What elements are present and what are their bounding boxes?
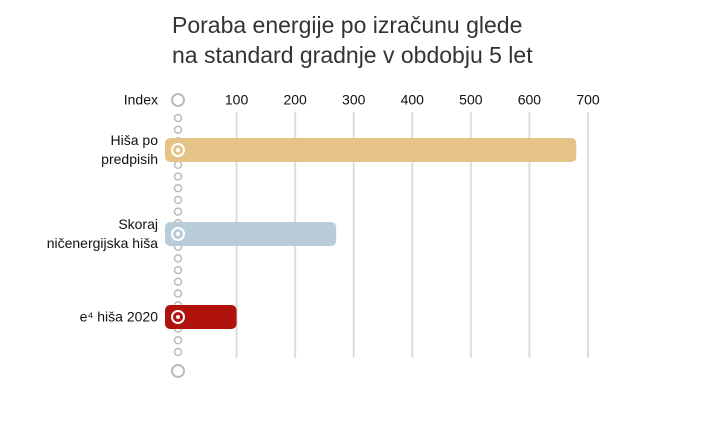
x-tick-label: 200 [283, 92, 307, 108]
axis-dot [173, 207, 183, 216]
bar-marker-dot [176, 315, 180, 319]
x-axis-label: Index [124, 92, 158, 108]
axis-dot [173, 336, 183, 345]
bar [165, 138, 577, 162]
axis-dot [173, 160, 183, 170]
axis-dot [173, 277, 183, 287]
bar-marker-dot [176, 232, 180, 236]
x-tick-label: 400 [401, 92, 425, 108]
bar-marker [171, 143, 185, 157]
axis-dot [173, 172, 183, 181]
category-label: Hiša po predpisih [101, 132, 158, 167]
bar-marker [171, 310, 185, 324]
axis-dot [173, 254, 183, 263]
category-label: Skoraj ničenergijska hiša [46, 216, 158, 251]
category-label: e⁴ hiša 2020 [79, 308, 158, 325]
chart-title: Poraba energije po izračunu glede na sta… [172, 12, 533, 68]
bar [165, 222, 337, 246]
x-tick-label: 500 [459, 92, 483, 108]
bar [165, 305, 237, 329]
x-tick-label: 100 [225, 92, 249, 108]
axis-dot [173, 289, 183, 298]
bar-marker [171, 227, 185, 241]
axis-dot [173, 183, 183, 193]
axis-dot [173, 195, 183, 205]
x-tick-label: 600 [518, 92, 542, 108]
axis-end [171, 93, 185, 107]
axis-dot [173, 125, 183, 134]
axis-end [171, 364, 185, 378]
x-tick-label: 300 [342, 92, 366, 108]
axis-dot [173, 347, 183, 357]
bar-marker-dot [176, 148, 180, 152]
x-tick-label: 700 [576, 92, 600, 108]
axis-dot [173, 265, 183, 275]
axis-dot [173, 113, 183, 123]
